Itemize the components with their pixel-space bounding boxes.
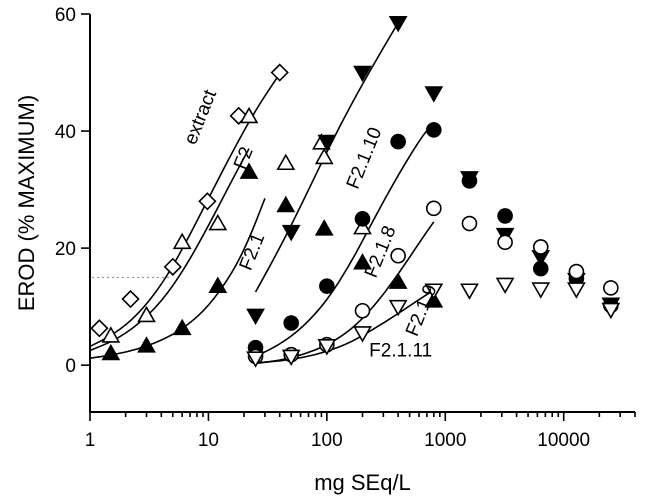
data-point-circle [425, 122, 442, 138]
data-point-triangle-up [208, 276, 228, 293]
data-point-diamond [163, 257, 182, 276]
data-point-triangle-down [281, 224, 301, 242]
curve-label: extract [180, 86, 221, 147]
data-point-triangle-down [531, 282, 551, 299]
fit-curve [254, 22, 399, 293]
data-point-circle [532, 260, 549, 277]
y-axis-title: EROD (% MAXIMUM) [14, 95, 39, 311]
fit-curve [255, 289, 435, 364]
data-point-triangle-down [424, 86, 444, 103]
data-point-triangle-up [208, 213, 228, 231]
fit-curve [255, 121, 435, 358]
curve-label: F2.1.11 [369, 340, 432, 361]
data-point-triangle-down [317, 339, 337, 356]
data-point-triangle-up [353, 253, 372, 270]
data-point-circle [283, 315, 300, 331]
data-point-triangle-down [246, 351, 265, 368]
data-point-circle [425, 200, 442, 217]
data-point-circle [390, 247, 406, 264]
data-point-diamond [90, 319, 109, 338]
data-point-triangle-up [172, 232, 192, 250]
data-points [90, 15, 621, 368]
data-point-triangle-down [601, 302, 621, 320]
data-point-circle [461, 215, 478, 232]
data-point-triangle-down [388, 299, 408, 317]
data-point-diamond [270, 63, 289, 82]
x-tick-label: 1000 [424, 430, 466, 451]
data-point-diamond [121, 289, 140, 309]
data-point-circle [497, 234, 513, 251]
data-point-triangle-up [276, 195, 296, 213]
data-point-triangle-down [281, 349, 301, 367]
data-point-diamond [198, 192, 217, 211]
x-tick-label: 10 [198, 430, 219, 451]
data-point-triangle-down [460, 283, 479, 300]
data-point-triangle-down [317, 134, 337, 152]
fit-curve [89, 148, 250, 352]
data-point-triangle-down [495, 277, 515, 295]
data-point-circle [319, 278, 335, 294]
data-point-circle [354, 302, 371, 319]
data-point-circle [461, 173, 478, 189]
data-point-circle [603, 280, 619, 296]
data-point-circle [532, 239, 549, 255]
data-point-triangle-up [239, 106, 259, 124]
data-point-triangle-down [353, 326, 372, 343]
x-tick-label: 10000 [537, 430, 590, 451]
curve-label: F2.1 [236, 230, 270, 273]
data-point-circle [354, 211, 371, 227]
data-point-triangle-up [388, 272, 408, 289]
y-tick-label: 40 [55, 122, 76, 143]
axes: 1 10 100 1000 10000 0 20 40 60 [55, 5, 636, 451]
curve-label: F2.1.9 [402, 282, 442, 340]
data-point-circle [568, 263, 585, 280]
data-point-triangle-down [567, 282, 586, 299]
data-point-triangle-down [353, 65, 372, 83]
data-point-circle [497, 208, 513, 224]
data-point-triangle-up [101, 326, 121, 343]
data-point-triangle-up [137, 305, 156, 323]
x-axis-title: mg SEq/L [314, 470, 411, 495]
data-point-triangle-up [314, 147, 334, 165]
x-tick-label: 1 [85, 430, 96, 451]
y-tick-label: 20 [55, 239, 76, 260]
x-tick-label: 100 [311, 430, 343, 451]
data-point-triangle-up [137, 336, 156, 353]
data-point-triangle-up [101, 343, 121, 361]
curve-label: F2.1.10 [343, 124, 387, 192]
data-point-triangle-down [246, 308, 265, 326]
data-point-triangle-up [314, 219, 334, 236]
data-point-circle [390, 133, 406, 150]
data-point-triangle-down [424, 283, 444, 300]
data-point-triangle-down [388, 15, 408, 33]
y-tick-label: 0 [65, 356, 76, 377]
data-point-triangle-up [239, 162, 259, 179]
data-point-triangle-up [276, 153, 296, 171]
y-tick-label: 60 [55, 5, 76, 26]
data-point-triangle-up [172, 318, 192, 336]
